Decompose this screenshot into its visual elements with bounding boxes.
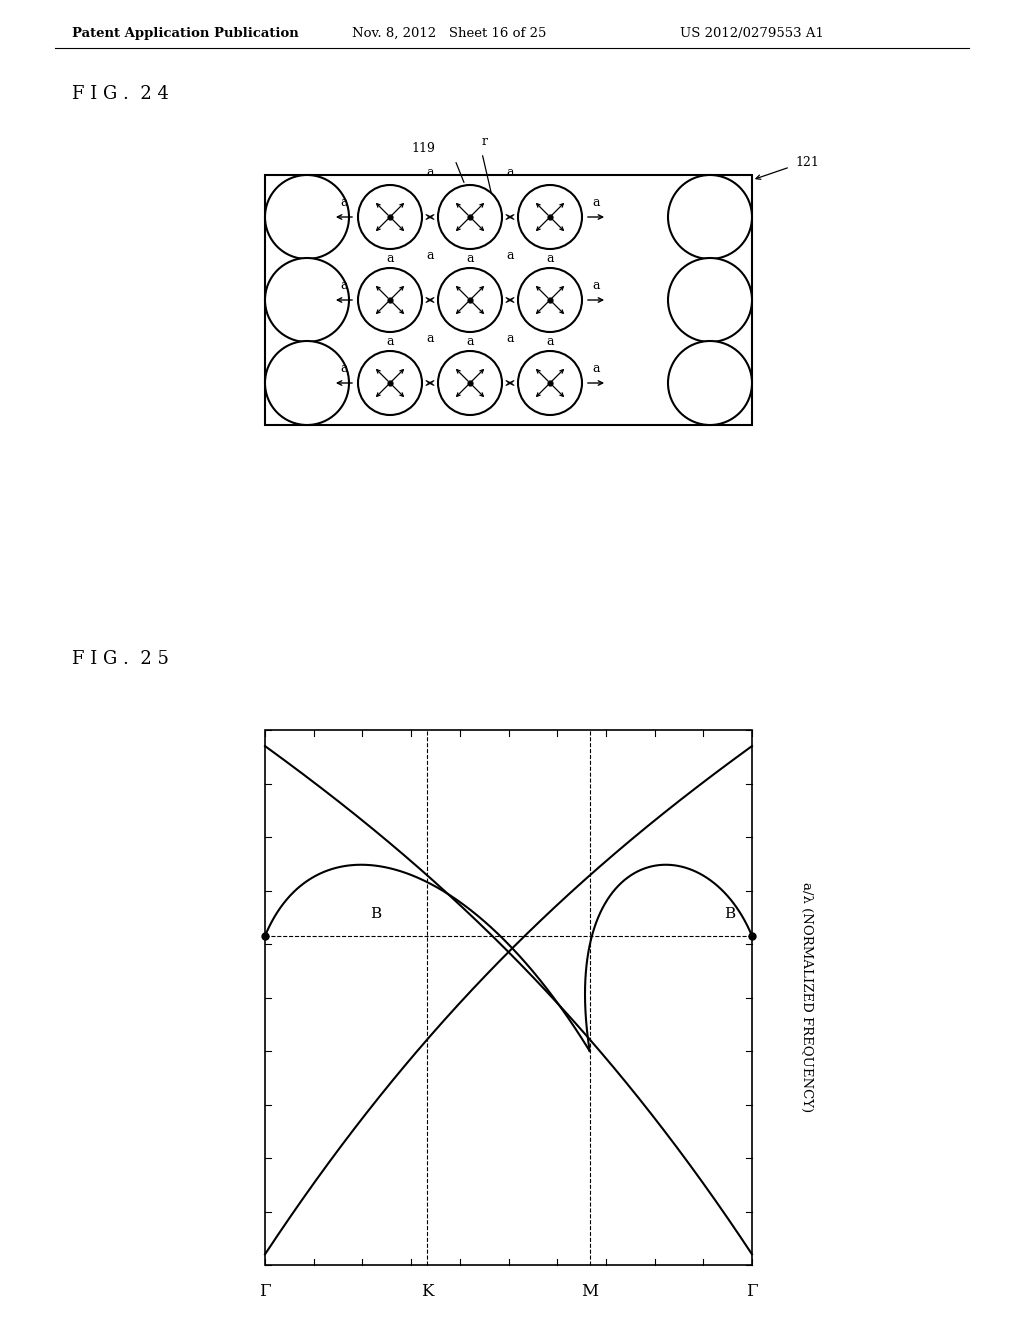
Text: Nov. 8, 2012   Sheet 16 of 25: Nov. 8, 2012 Sheet 16 of 25 xyxy=(352,26,547,40)
Text: a: a xyxy=(506,333,514,345)
Text: US 2012/0279553 A1: US 2012/0279553 A1 xyxy=(680,26,824,40)
Text: a: a xyxy=(386,252,394,265)
Circle shape xyxy=(518,185,582,249)
Bar xyxy=(265,730,752,1265)
Text: Γ: Γ xyxy=(746,1283,758,1300)
Text: a: a xyxy=(426,333,434,345)
Text: a: a xyxy=(340,195,348,209)
Circle shape xyxy=(265,341,349,425)
Text: 121: 121 xyxy=(795,156,819,169)
Text: K: K xyxy=(421,1283,433,1300)
Text: a: a xyxy=(386,335,394,348)
Text: a: a xyxy=(506,166,514,180)
Text: a: a xyxy=(466,252,474,265)
Text: a: a xyxy=(340,362,348,375)
Circle shape xyxy=(438,185,502,249)
Text: a: a xyxy=(546,335,554,348)
Circle shape xyxy=(668,257,752,342)
Text: a: a xyxy=(466,335,474,348)
Text: a: a xyxy=(426,166,434,180)
Circle shape xyxy=(668,341,752,425)
Circle shape xyxy=(668,176,752,259)
Text: a/λ (NORMALIZED FREQUENCY): a/λ (NORMALIZED FREQUENCY) xyxy=(801,883,813,1113)
Circle shape xyxy=(358,351,422,414)
Text: Γ: Γ xyxy=(259,1283,270,1300)
Circle shape xyxy=(438,351,502,414)
Text: r: r xyxy=(482,135,488,148)
Text: M: M xyxy=(581,1283,598,1300)
Text: B: B xyxy=(370,907,381,921)
Circle shape xyxy=(358,185,422,249)
Text: a: a xyxy=(592,362,600,375)
Circle shape xyxy=(518,351,582,414)
Text: a: a xyxy=(592,195,600,209)
Text: a: a xyxy=(546,252,554,265)
Text: F I G .  2 4: F I G . 2 4 xyxy=(72,84,169,103)
Circle shape xyxy=(438,268,502,333)
Circle shape xyxy=(265,176,349,259)
Text: a: a xyxy=(506,249,514,261)
Circle shape xyxy=(358,268,422,333)
Text: Patent Application Publication: Patent Application Publication xyxy=(72,26,299,40)
Circle shape xyxy=(265,257,349,342)
Text: 119: 119 xyxy=(411,143,435,154)
Circle shape xyxy=(518,268,582,333)
Text: a: a xyxy=(592,279,600,292)
Text: F I G .  2 5: F I G . 2 5 xyxy=(72,649,169,668)
Bar xyxy=(265,176,752,425)
Text: a: a xyxy=(426,249,434,261)
Text: B: B xyxy=(724,907,735,921)
Text: a: a xyxy=(340,279,348,292)
